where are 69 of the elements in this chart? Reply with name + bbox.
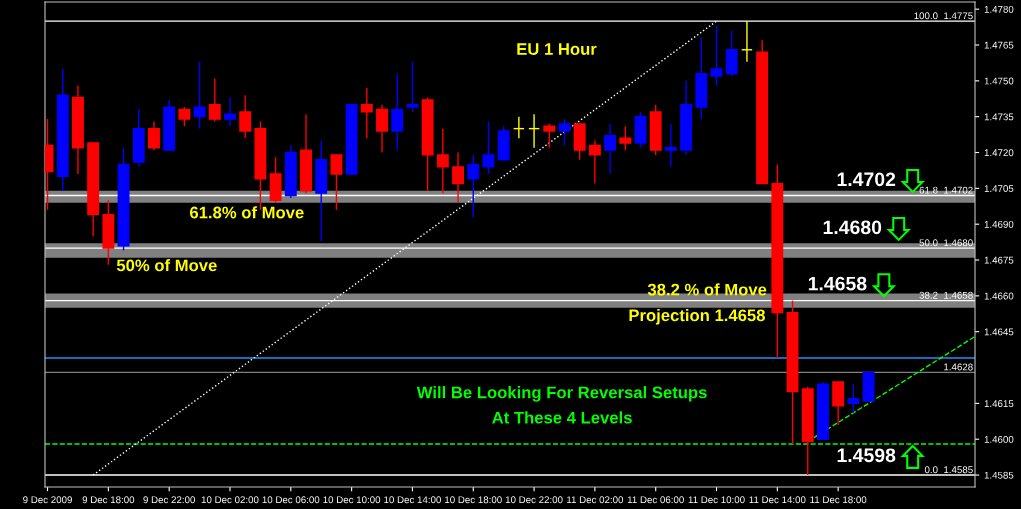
x-tick-label: 10 Dec 02:00	[201, 496, 259, 504]
y-tick-label: 1.4585	[984, 471, 1014, 479]
candlestick	[360, 87, 373, 139]
ref-line-label: 38.2 1.4658	[919, 291, 973, 299]
candlestick	[406, 61, 419, 113]
y-tick-label: 1.4645	[984, 328, 1014, 336]
candlestick	[452, 151, 464, 204]
annotation: Projection 1.4658	[629, 309, 765, 325]
text: EU 1 Hour	[517, 43, 597, 55]
candlestick	[588, 139, 601, 185]
y-tick-label: 1.4735	[984, 113, 1014, 121]
y-tick-label: 1.4780	[984, 5, 1014, 13]
candlestick	[330, 154, 343, 211]
ref-line-label: 61.8 1.4702	[919, 186, 973, 194]
y-tick-label: 1.4750	[984, 77, 1014, 85]
candlestick	[224, 96, 236, 127]
y-tick-label: 1.4765	[984, 41, 1014, 49]
annotation: Will Be Looking For Reversal Setups	[416, 386, 707, 402]
candlestick	[467, 154, 480, 218]
x-tick-label: 10 Dec 06:00	[262, 496, 320, 504]
candlestick	[239, 94, 252, 139]
candlestick	[193, 61, 206, 130]
y-tick-label: 1.4675	[984, 256, 1014, 264]
candlestick	[178, 106, 191, 127]
y-tick-label: 1.4660	[984, 292, 1014, 300]
candlestick	[558, 118, 571, 147]
ref-line-label: 0.0 1.4585	[924, 466, 973, 474]
annotation: 38.2 % of Move	[647, 283, 767, 296]
candlestick	[543, 123, 556, 149]
x-tick-label: 9 Dec 18:00	[82, 496, 135, 504]
ref-line-label: 1.4628	[944, 363, 973, 371]
candlestick	[482, 120, 495, 175]
y-tick-label: 1.4690	[984, 220, 1014, 228]
x-tick-label: 9 Dec 22:00	[143, 496, 195, 504]
y-tick-label: 1.4600	[984, 435, 1014, 443]
y-tick-label: 1.4720	[984, 149, 1014, 157]
candlestick	[725, 29, 738, 77]
annotation: 1.4680	[823, 220, 882, 235]
x-tick-label: 9 Dec 2009	[23, 496, 72, 504]
x-tick-label: 11 Dec 02:00	[567, 496, 624, 504]
x-tick-label: 11 Dec 14:00	[749, 496, 806, 504]
candlestick	[376, 104, 388, 154]
annotation: 61.8% of Move	[190, 206, 304, 219]
x-tick-label: 10 Dec 22:00	[505, 496, 563, 504]
x-tick-label: 10 Dec 14:00	[384, 496, 441, 504]
x-tick-label: 10 Dec 10:00	[323, 496, 381, 504]
candlestick	[832, 381, 845, 426]
annotation: 1.4702	[837, 172, 896, 187]
ref-line-label: 100.0 1.4775	[914, 12, 973, 20]
y-tick-label: 1.4705	[984, 185, 1014, 192]
annotation: 50% of Move	[116, 259, 217, 272]
candlestick	[208, 77, 221, 123]
x-tick-label: 10 Dec 18:00	[445, 496, 502, 504]
x-tick-label: 11 Dec 18:00	[810, 496, 867, 504]
annotation: 1.4658	[808, 276, 867, 291]
candlestick	[664, 123, 677, 168]
annotation: At These 4 Levels	[492, 411, 632, 424]
candlestick	[847, 383, 860, 414]
ref-line-label: 50.0 1.4680	[919, 239, 973, 247]
candlestick	[391, 72, 404, 151]
candlestick	[604, 123, 617, 175]
y-tick-label: 1.4615	[984, 400, 1014, 407]
candlestick	[619, 125, 632, 151]
x-tick-label: 11 Dec 10:00	[688, 496, 745, 504]
candlestick	[436, 127, 449, 194]
candlestick	[148, 120, 160, 151]
candlestick	[710, 25, 723, 87]
x-tick-label: 11 Dec 06:00	[627, 496, 684, 504]
annotation: 1.4598	[837, 448, 896, 463]
